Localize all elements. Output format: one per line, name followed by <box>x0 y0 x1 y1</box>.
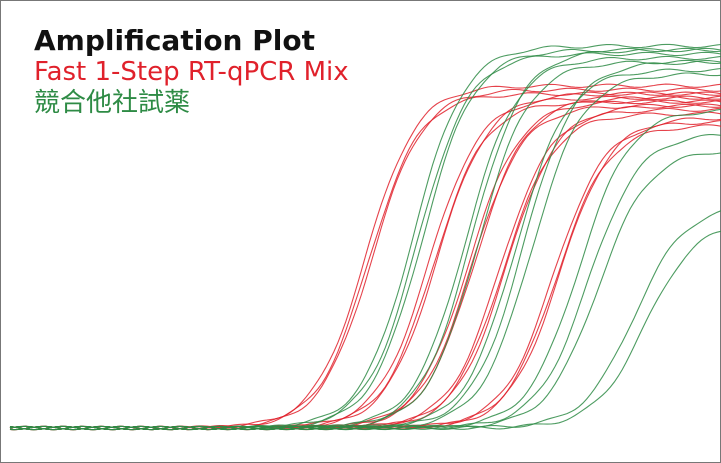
curve-competitor-12 <box>9 152 721 431</box>
chart-title: Amplification Plot <box>34 24 315 57</box>
curve-fast-mix-13 <box>9 119 721 431</box>
curve-fast-mix-2 <box>9 91 721 431</box>
curve-fast-mix-15 <box>9 117 721 431</box>
title-block: Amplification Plot Fast 1-Step RT-qPCR M… <box>34 24 349 118</box>
curve-fast-mix-1 <box>9 83 721 431</box>
legend-entry-fast-1-step-mix: Fast 1-Step RT-qPCR Mix <box>34 57 349 88</box>
curve-competitor-14 <box>9 230 721 431</box>
curve-fast-mix-12 <box>9 103 721 431</box>
curve-fast-mix-6 <box>9 91 721 431</box>
curve-fast-mix-3 <box>9 87 721 431</box>
curve-fast-mix-8 <box>9 103 721 431</box>
legend-entry-competitor-reagent: 競合他社試薬 <box>34 87 191 118</box>
